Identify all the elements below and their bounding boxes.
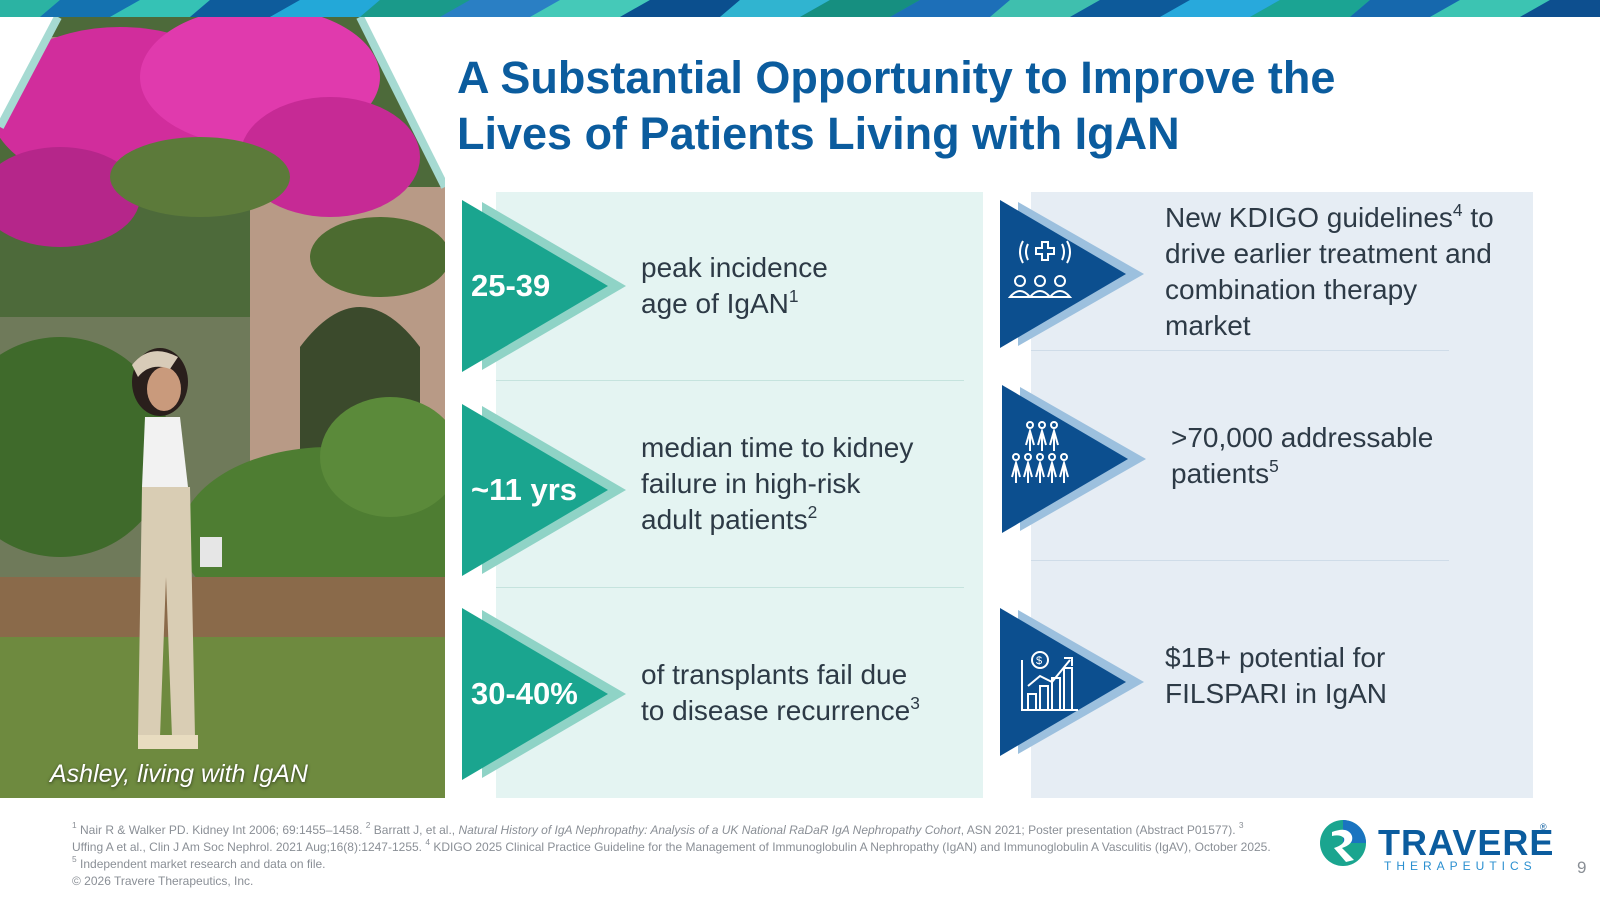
- footnotes: 1 Nair R & Walker PD. Kidney Int 2006; 6…: [72, 820, 1271, 871]
- travere-logo: TRAVERE ® THERAPEUTICS: [1318, 818, 1553, 873]
- copyright: © 2026 Travere Therapeutics, Inc.: [72, 874, 254, 888]
- stat-description: peak incidence age of IgAN1: [641, 252, 828, 319]
- healthcare-group-icon: [1000, 200, 1144, 348]
- page-number: 9: [1577, 858, 1587, 877]
- logo-subtitle: THERAPEUTICS: [1384, 859, 1537, 873]
- opportunity-revenue: $1B+ potential for FILSPARI in IgAN: [1165, 642, 1388, 709]
- decorative-top-band: [0, 0, 1600, 17]
- logo-registered: ®: [1540, 822, 1547, 832]
- stat-value: ~11 yrs: [471, 472, 578, 507]
- opportunity-patients: >70,000 addressable patients5: [1171, 422, 1434, 489]
- stat-description: of transplants fail due to disease recur…: [641, 659, 920, 726]
- patient-photo: [0, 17, 445, 798]
- svg-text:$: $: [1036, 655, 1042, 667]
- stats-divider: [496, 587, 964, 588]
- photo-caption: Ashley, living with IgAN: [50, 760, 308, 788]
- stat-value: 30-40%: [471, 676, 578, 711]
- stat-triangle: [462, 404, 626, 576]
- page-title: A Substantial Opportunity to Improve the…: [457, 50, 1457, 162]
- stat-triangle: [462, 608, 626, 780]
- opportunity-kdigo: New KDIGO guidelines4 to drive earlier t…: [1165, 199, 1494, 341]
- opportunity-divider: [1031, 560, 1449, 561]
- stat-description: median time to kidney failure in high-ri…: [641, 432, 914, 535]
- stats-divider: [496, 380, 964, 381]
- opportunity-divider: [1031, 350, 1449, 351]
- logo-wordmark: TRAVERE: [1378, 822, 1555, 863]
- revenue-growth-chart-icon: $: [1000, 608, 1144, 756]
- stat-triangle: [462, 200, 626, 372]
- travere-logo-mark-icon: [1320, 820, 1366, 866]
- stat-value: 25-39: [471, 268, 551, 303]
- title-line-2: Lives of Patients Living with IgAN: [457, 108, 1180, 159]
- title-line-1: A Substantial Opportunity to Improve the: [457, 52, 1336, 103]
- patient-population-icon: [1002, 385, 1146, 533]
